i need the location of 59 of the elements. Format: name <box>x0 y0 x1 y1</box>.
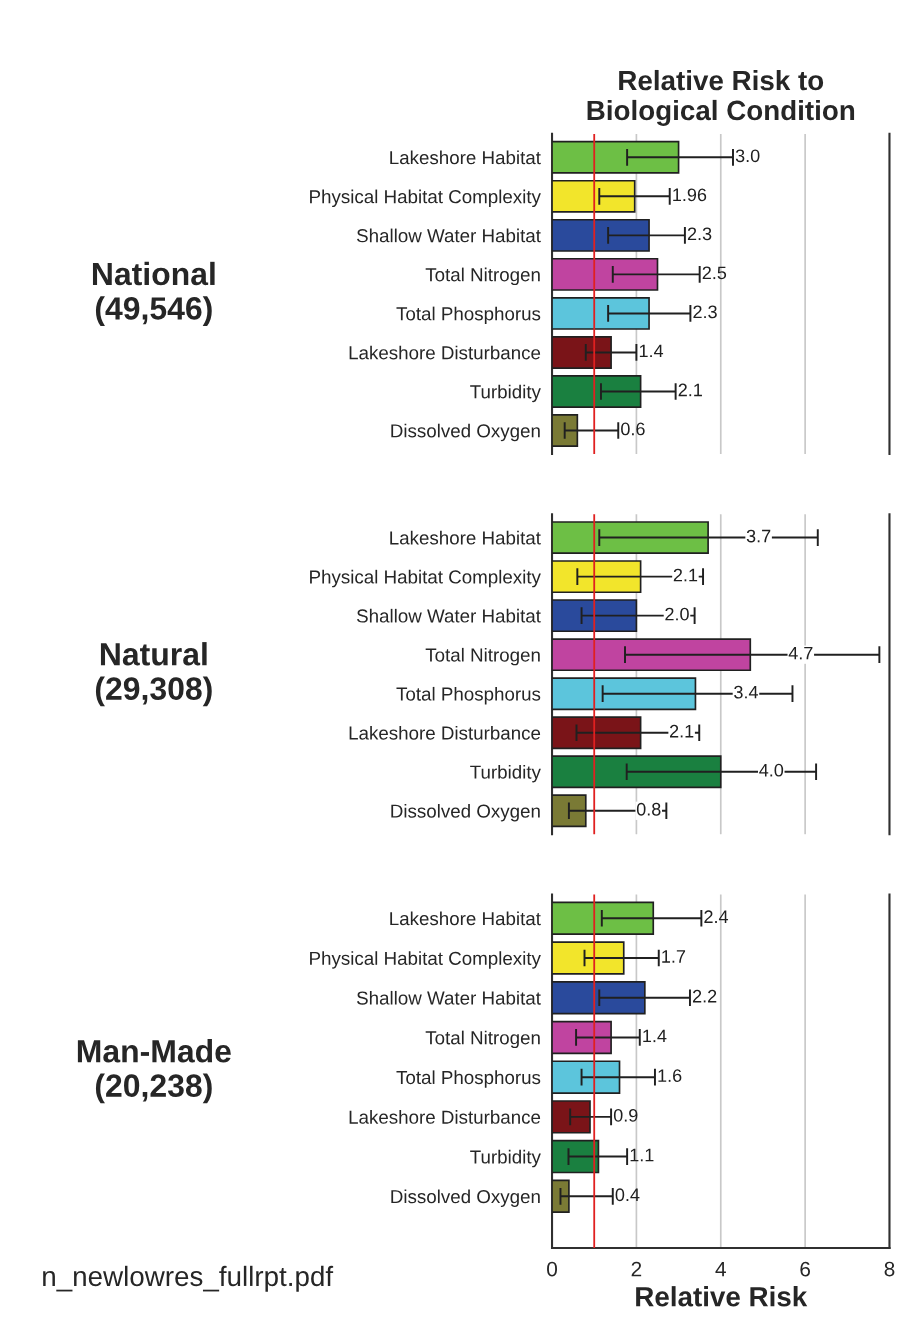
x-tick-label: 6 <box>800 1261 810 1277</box>
y-tick-label: Dissolved Oxygen <box>391 423 540 442</box>
y-tick-label: Lakeshore Habitat <box>390 150 541 165</box>
y-tick-label: Physical Habitat Complexity <box>310 569 541 588</box>
y-tick-label: Physical Habitat Complexity <box>310 951 541 969</box>
y-tick-label: Lakeshore Disturbance <box>349 725 541 740</box>
data-label: 2.3 <box>687 227 712 241</box>
data-label: 2.0 <box>665 607 689 621</box>
y-axis-title: National (49,546) <box>92 261 215 326</box>
data-label: 1.1 <box>630 1148 654 1162</box>
y-tick-label: Total Phosphorus <box>396 1070 541 1088</box>
data-label: 3.4 <box>734 685 758 699</box>
data-label: 1.7 <box>662 950 686 963</box>
y-tick-label: Turbidity <box>470 1149 541 1168</box>
y-axis-title: Man-Made (20,238) <box>77 1039 231 1104</box>
data-label: 2.1 <box>670 724 694 738</box>
y-tick-label: Lakeshore Disturbance <box>349 1110 541 1124</box>
x-tick-label: 4 <box>715 1261 726 1277</box>
data-label: 2.5 <box>702 266 727 280</box>
data-label: 2.3 <box>693 305 717 319</box>
y-tick-label: Dissolved Oxygen <box>391 1189 540 1207</box>
chart-title: Relative Risk to Biological Condition <box>587 69 855 126</box>
data-label: 2.2 <box>692 989 717 1003</box>
y-tick-label: Dissolved Oxygen <box>391 803 540 822</box>
data-label: 3.0 <box>735 149 760 163</box>
data-label: 1.6 <box>658 1069 682 1082</box>
y-tick-label: Total Nitrogen <box>425 647 540 666</box>
text: n_newlowres_fullrpt.pdf <box>43 1265 334 1292</box>
x-axis-title: Relative Risk <box>636 1286 808 1307</box>
data-label: 0.8 <box>636 802 661 816</box>
y-tick-label: Total Nitrogen <box>425 1030 540 1049</box>
data-label: 4.0 <box>759 763 784 777</box>
data-label: 0.9 <box>613 1108 638 1122</box>
data-label: 0.6 <box>621 422 645 436</box>
data-label: 2.1 <box>673 568 698 582</box>
y-tick-label: Lakeshore Disturbance <box>349 345 541 360</box>
data-label: 4.7 <box>788 646 813 660</box>
data-label: 1.4 <box>643 1029 667 1043</box>
data-label: 1.96 <box>673 188 707 202</box>
y-tick-label: Total Phosphorus <box>396 686 541 705</box>
y-tick-label: Turbidity <box>470 384 541 403</box>
data-label: 0.4 <box>615 1188 640 1202</box>
y-axis-title: Natural (29,308) <box>95 642 212 707</box>
x-tick-label: 8 <box>884 1261 895 1277</box>
y-tick-label: Shallow Water Habitat <box>356 990 541 1005</box>
y-tick-label: Shallow Water Habitat <box>356 608 541 623</box>
data-label: 3.7 <box>746 529 771 543</box>
y-tick-label: Total Phosphorus <box>396 306 541 325</box>
data-label: 1.4 <box>639 344 664 358</box>
data-label: 2.1 <box>678 383 702 397</box>
data-label: 2.4 <box>704 910 729 923</box>
y-tick-label: Total Nitrogen <box>425 267 540 286</box>
x-tick-label: 2 <box>631 1261 642 1277</box>
y-tick-label: Turbidity <box>470 764 541 783</box>
y-tick-label: Lakeshore Habitat <box>390 911 541 926</box>
x-tick-label: 0 <box>547 1261 558 1277</box>
y-tick-label: Lakeshore Habitat <box>390 530 541 545</box>
y-tick-label: Shallow Water Habitat <box>356 228 541 243</box>
y-tick-label: Physical Habitat Complexity <box>310 189 541 208</box>
